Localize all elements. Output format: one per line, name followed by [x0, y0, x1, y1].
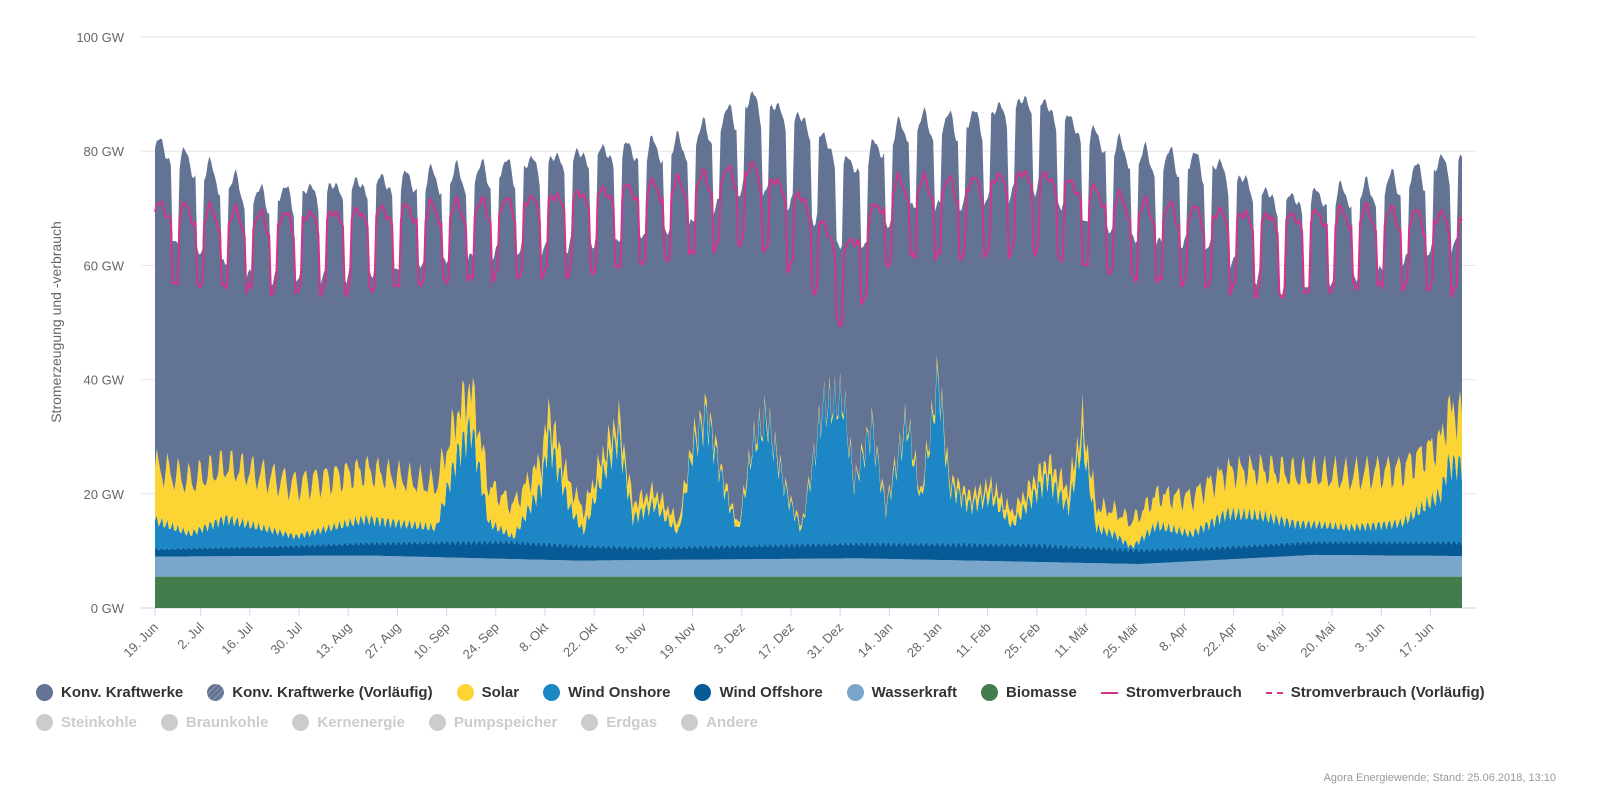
y-tick-label: 0 GW	[91, 601, 125, 616]
legend-item-konv-kraftwerke[interactable]: Konv. Kraftwerke	[36, 684, 183, 701]
legend-label: Kernenergie	[317, 714, 405, 731]
legend-label: Erdgas	[606, 714, 658, 731]
area-biomasse[interactable]	[155, 576, 1462, 608]
x-tick-label: 16. Jul	[218, 619, 256, 657]
area-wasserkraft[interactable]	[155, 554, 1462, 577]
x-tick-label: 8. Okt	[516, 619, 551, 654]
area-wind-offshore[interactable]	[155, 538, 1462, 565]
x-tick-label: 30. Jul	[267, 619, 305, 657]
x-tick-label: 8. Apr	[1156, 619, 1191, 654]
legend-item-konv-kraftwerke-vorl-ufig-[interactable]: Konv. Kraftwerke (Vorläufig)	[207, 684, 433, 701]
legend-label: Andere	[706, 714, 758, 731]
legend-dot-icon	[681, 714, 699, 731]
legend-hidden: Steinkohle Braunkohle Kernenergie Pumpspeic…	[36, 714, 782, 731]
legend-active: Konv. Kraftwerke Konv. Kraftwerke (Vorläu…	[36, 684, 1509, 701]
x-tick-label: 14. Jan	[855, 620, 896, 661]
legend-item-wind-offshore[interactable]: Wind Offshore	[694, 684, 823, 701]
legend-label: Wind Onshore	[568, 684, 671, 701]
x-tick-label: 17. Jun	[1396, 620, 1437, 661]
legend-item-wind-onshore[interactable]: Wind Onshore	[543, 684, 670, 701]
legend-dot-icon	[160, 714, 178, 731]
legend-item-steinkohle[interactable]: Steinkohle	[36, 714, 137, 731]
area-wind-onshore[interactable]	[155, 363, 1462, 553]
legend-label: Braunkohle	[185, 714, 269, 731]
x-tick-label: 24. Sep	[460, 620, 502, 662]
legend-line-icon	[1100, 691, 1118, 694]
x-tick-label: 27. Aug	[362, 620, 404, 662]
legend-dot-icon	[292, 714, 310, 731]
legend-item-braunkohle[interactable]: Braunkohle	[160, 714, 269, 731]
legend-dot-icon	[36, 684, 53, 701]
legend-label: Pumpspeicher	[453, 714, 558, 731]
legend-dot-icon	[36, 714, 53, 731]
legend-item-pumpspeicher[interactable]: Pumpspeicher	[428, 714, 558, 731]
x-tick-label: 19. Nov	[656, 619, 699, 662]
x-tick-label: 25. Mär	[1100, 619, 1142, 661]
legend-dot-icon	[694, 684, 712, 701]
legend-dot-icon	[428, 714, 446, 731]
legend-item-stromverbrauch-vorl-ufig-[interactable]: Stromverbrauch (Vorläufig)	[1265, 684, 1485, 701]
legend-label: Wasserkraft	[871, 684, 957, 701]
legend-dot-icon	[581, 714, 599, 731]
legend-label: Steinkohle	[61, 714, 137, 731]
legend-label: Konv. Kraftwerke	[61, 684, 184, 701]
legend-item-wasserkraft[interactable]: Wasserkraft	[846, 684, 957, 701]
x-tick-label: 19. Jun	[120, 620, 161, 661]
legend-label: Stromverbrauch	[1125, 684, 1242, 701]
x-tick-label: 17. Dez	[755, 620, 797, 662]
x-tick-label: 20. Mai	[1297, 619, 1338, 660]
legend-label: Stromverbrauch (Vorläufig)	[1290, 684, 1485, 701]
line-series	[154, 160, 1463, 329]
x-tick-label: 5. Nov	[612, 619, 650, 657]
y-tick-label: 20 GW	[84, 487, 125, 502]
legend-dot-icon	[981, 684, 998, 701]
legend-label: Solar	[481, 684, 520, 701]
x-tick-label: 11. Mär	[1051, 619, 1093, 661]
legend-label: Konv. Kraftwerke (Vorläufig)	[232, 684, 433, 701]
x-tick-label: 2. Jul	[174, 619, 207, 652]
legend-dot-icon	[846, 684, 864, 701]
legend-item-stromverbrauch[interactable]: Stromverbrauch	[1100, 684, 1242, 701]
legend-item-biomasse[interactable]: Biomasse	[981, 684, 1077, 701]
x-tick-label: 10. Sep	[410, 620, 452, 662]
credits-text: Agora Energiewende; Stand: 25.06.2018, 1…	[1323, 772, 1556, 784]
x-tick-label: 31. Dez	[804, 620, 846, 662]
legend-item-andere[interactable]: Andere	[681, 714, 758, 731]
legend-item-erdgas[interactable]: Erdgas	[581, 714, 657, 731]
x-tick-label: 6. Mai	[1253, 619, 1289, 655]
y-tick-label: 100 GW	[76, 30, 124, 45]
legend-label: Biomasse	[1006, 684, 1077, 701]
x-tick-label: 11. Feb	[953, 620, 994, 661]
x-tick-label: 22. Apr	[1200, 619, 1240, 659]
line-stromverbrauch[interactable]	[154, 160, 1463, 329]
legend-label: Wind Offshore	[719, 684, 823, 701]
x-tick-label: 25. Feb	[1001, 620, 1043, 662]
area-solar[interactable]	[155, 355, 1462, 549]
legend-dot-icon	[207, 684, 225, 701]
y-tick-label: 60 GW	[84, 258, 125, 273]
area-konv-kraftwerke[interactable]	[155, 91, 1462, 527]
x-tick-label: 28. Jan	[904, 620, 945, 661]
y-axis-title: Stromerzeugung und -verbrauch	[48, 221, 64, 423]
area-series	[155, 91, 1462, 608]
y-tick-label: 80 GW	[84, 144, 125, 159]
legend-dot-icon	[543, 684, 561, 701]
y-tick-label: 40 GW	[84, 373, 125, 388]
legend-item-kernenergie[interactable]: Kernenergie	[292, 714, 405, 731]
legend-item-solar[interactable]: Solar	[456, 684, 520, 701]
x-tick-label: 13. Aug	[313, 620, 355, 662]
x-tick-label: 3. Jun	[1352, 620, 1388, 656]
legend-dot-icon	[456, 684, 474, 701]
x-tick-label: 3. Dez	[711, 620, 748, 657]
x-tick-label: 22. Okt	[560, 619, 601, 660]
legend-line-icon	[1265, 691, 1283, 694]
